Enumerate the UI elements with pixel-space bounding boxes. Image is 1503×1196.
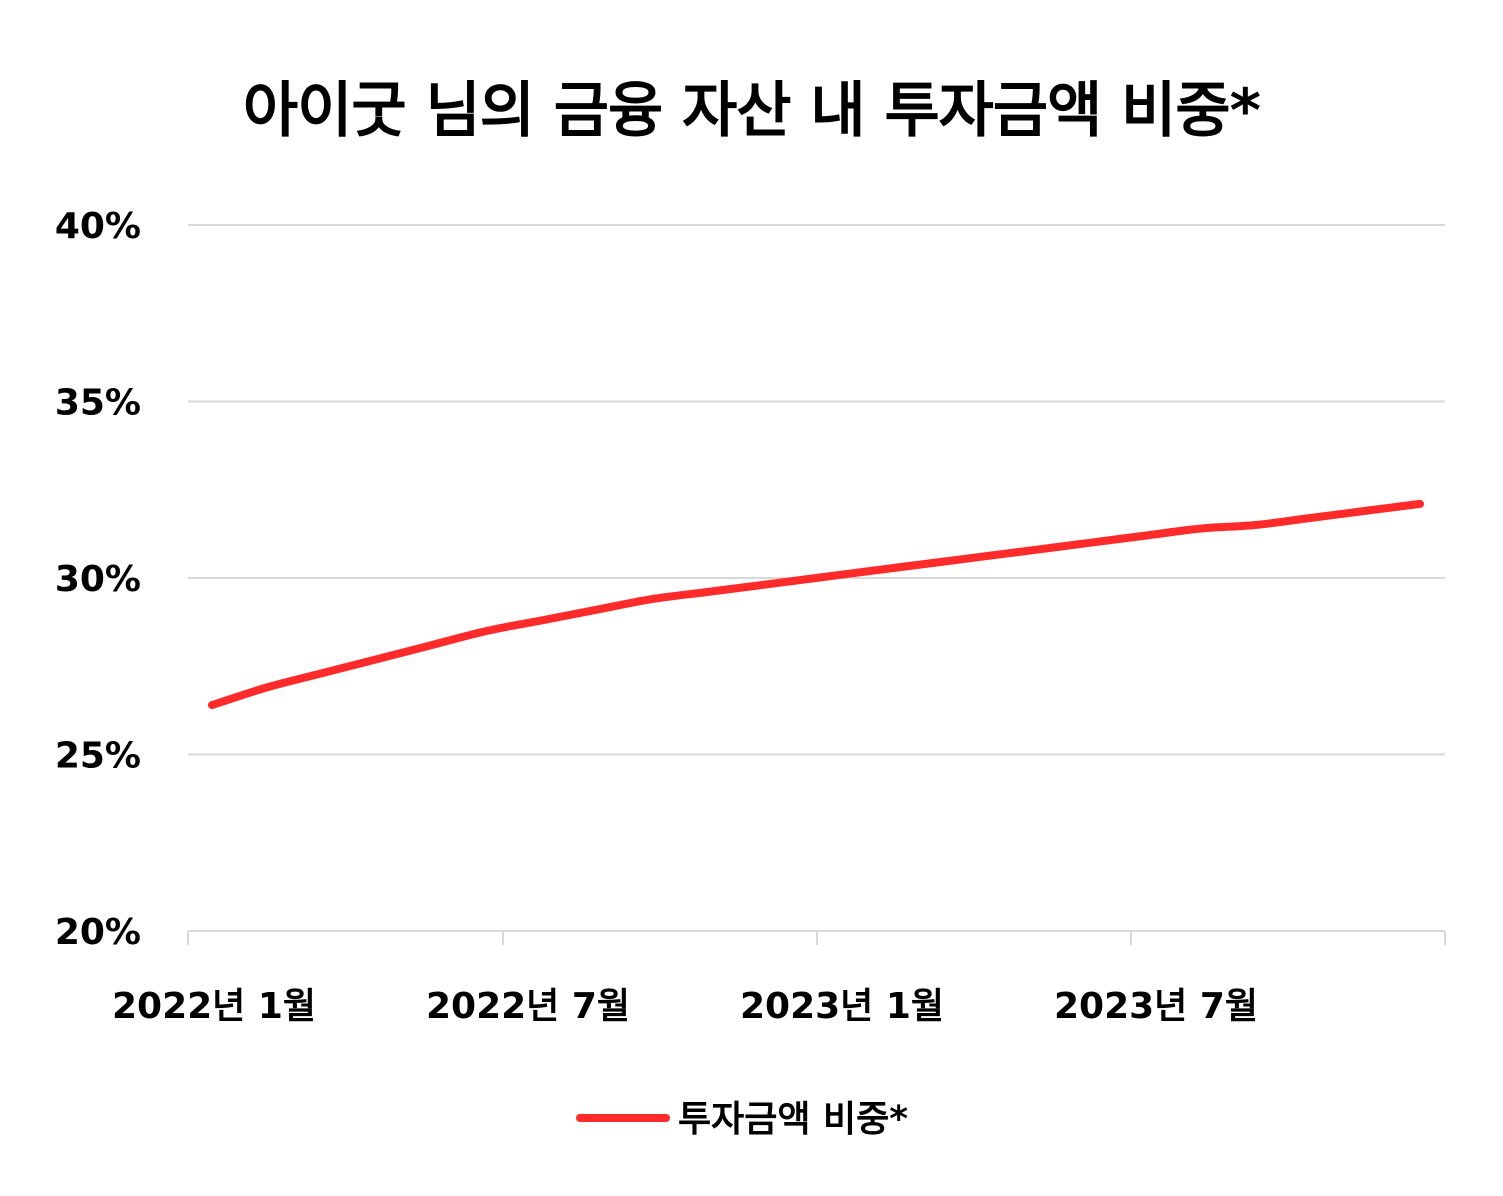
gridlines — [188, 224, 1445, 756]
series-line — [208, 499, 1424, 710]
y-tick-label: 20% — [55, 912, 141, 953]
chart-title: 아이굿 님의 금융 자산 내 투자금액 비중* — [243, 76, 1261, 146]
y-tick-label: 35% — [55, 383, 141, 424]
x-tick-label: 2022년 7월 — [426, 986, 630, 1027]
x-tick-label: 2023년 1월 — [740, 986, 944, 1027]
y-tick-label: 25% — [55, 736, 141, 777]
y-tick-label: 40% — [55, 206, 141, 247]
x-tick-label: 2022년 1월 — [112, 986, 316, 1027]
legend: 투자금액 비중* — [576, 1099, 908, 1140]
y-axis-tick-labels: 20% 25% 30% 35% 40% — [55, 206, 141, 953]
series-lines — [208, 499, 1424, 710]
y-tick-label: 30% — [55, 559, 141, 600]
x-axis — [187, 930, 1446, 945]
legend-label: 투자금액 비중* — [678, 1099, 908, 1140]
x-axis-tick-labels: 2022년 1월 2022년 7월 2023년 1월 2023년 7월 — [112, 986, 1258, 1027]
x-tick-label: 2023년 7월 — [1054, 986, 1258, 1027]
